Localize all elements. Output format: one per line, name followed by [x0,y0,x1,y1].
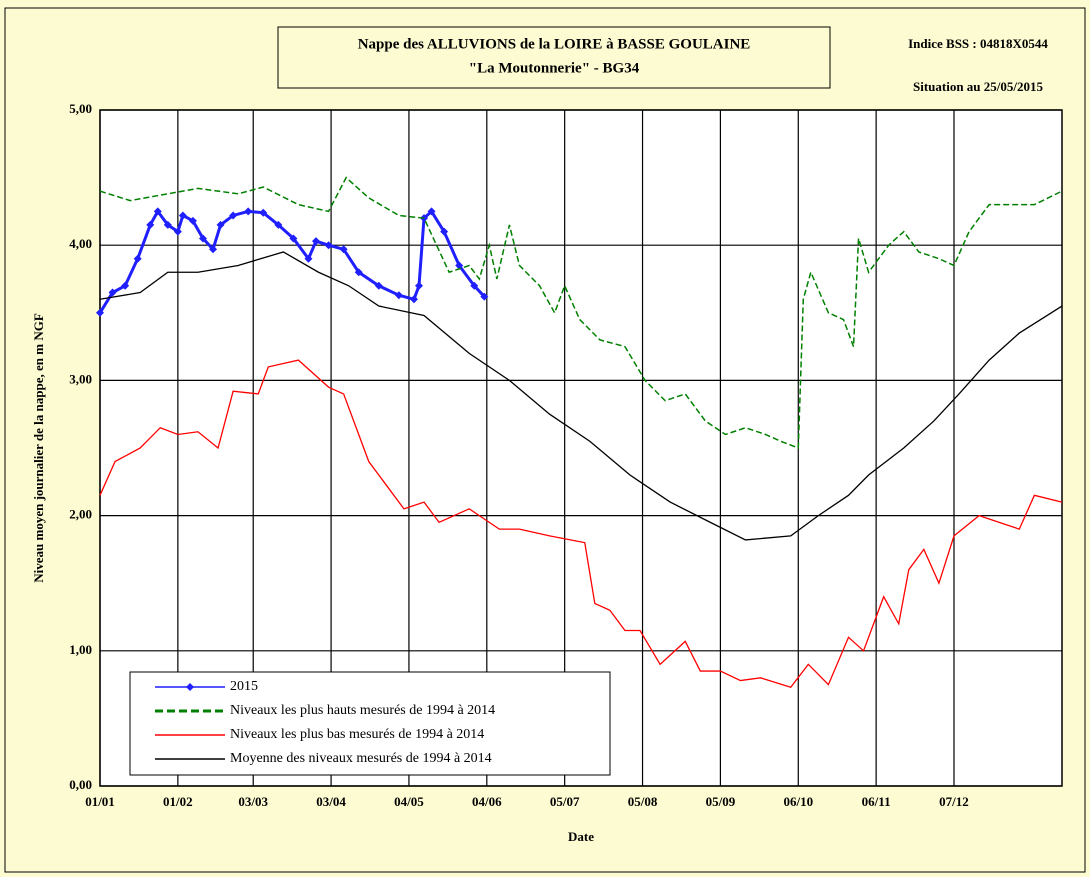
data-point [209,245,218,254]
legend-label: 2015 [230,679,258,694]
data-point [409,295,418,304]
data-point [312,237,321,246]
data-point [339,245,348,254]
data-point [259,208,268,217]
x-tick-label: 04/06 [472,794,502,809]
data-point [304,254,313,263]
data-point [289,234,298,243]
chart-title: Nappe des ALLUVIONS de la LOIRE à BASSE … [358,36,751,52]
data-point [480,292,489,301]
annotation: Situation au 25/05/2015 [913,79,1044,94]
y-tick-label: 1,00 [69,642,92,657]
data-point [354,268,363,277]
series-line [99,251,1063,541]
data-point [146,220,155,229]
y-tick-label: 2,00 [69,507,92,522]
data-point [96,308,104,317]
data-point [440,227,449,236]
series-line [99,176,1063,450]
data-point [153,207,162,216]
legend-label: Moyenne des niveaux mesurés de 1994 à 20… [230,751,492,766]
data-point [470,281,479,290]
data-point [229,211,238,220]
data-point [198,234,207,243]
y-tick-label: 4,00 [69,236,92,251]
x-tick-label: 07/12 [939,794,969,809]
y-axis-label: Niveau moyen journalier de la nappe, en … [31,313,46,583]
data-point [324,241,333,250]
data-point [108,288,117,297]
x-axis-label: Date [568,829,594,844]
data-point [178,211,187,220]
frame [4,7,1086,873]
annotation: Indice BSS : 04818X0544 [908,36,1048,51]
data-point [121,281,130,290]
data-point [163,220,172,229]
x-tick-label: 03/03 [238,794,268,809]
data-point [244,207,253,216]
legend-box [129,671,611,776]
legend-label: Niveaux les plus hauts mesurés de 1994 à… [230,703,495,718]
x-tick-label: 05/08 [628,794,658,809]
x-tick-label: 05/07 [550,794,580,809]
x-tick-label: 01/01 [85,794,115,809]
data-point [394,291,403,300]
data-point [414,281,423,290]
data-point [274,220,283,229]
data-point [133,254,142,263]
x-tick-label: 06/10 [783,794,813,809]
x-tick-label: 06/11 [862,794,891,809]
title-box [277,26,831,89]
plot-border [99,109,1063,787]
x-tick-label: 05/09 [706,794,736,809]
data-point [216,220,225,229]
legend-marker [186,683,194,691]
x-tick-label: 01/02 [163,794,193,809]
series-line [99,359,1063,689]
data-point [188,216,197,225]
y-tick-label: 5,00 [69,101,92,116]
data-point [455,261,464,270]
x-tick-label: 04/05 [394,794,424,809]
data-point [374,281,383,290]
x-tick-label: 03/04 [316,794,346,809]
legend-label: Niveaux les plus bas mesurés de 1994 à 2… [230,727,484,742]
chart-subtitle: "La Moutonnerie" - BG34 [469,60,640,76]
y-tick-label: 0,00 [69,777,92,792]
y-tick-label: 3,00 [69,371,92,386]
data-point [173,227,182,236]
data-point [427,207,436,216]
